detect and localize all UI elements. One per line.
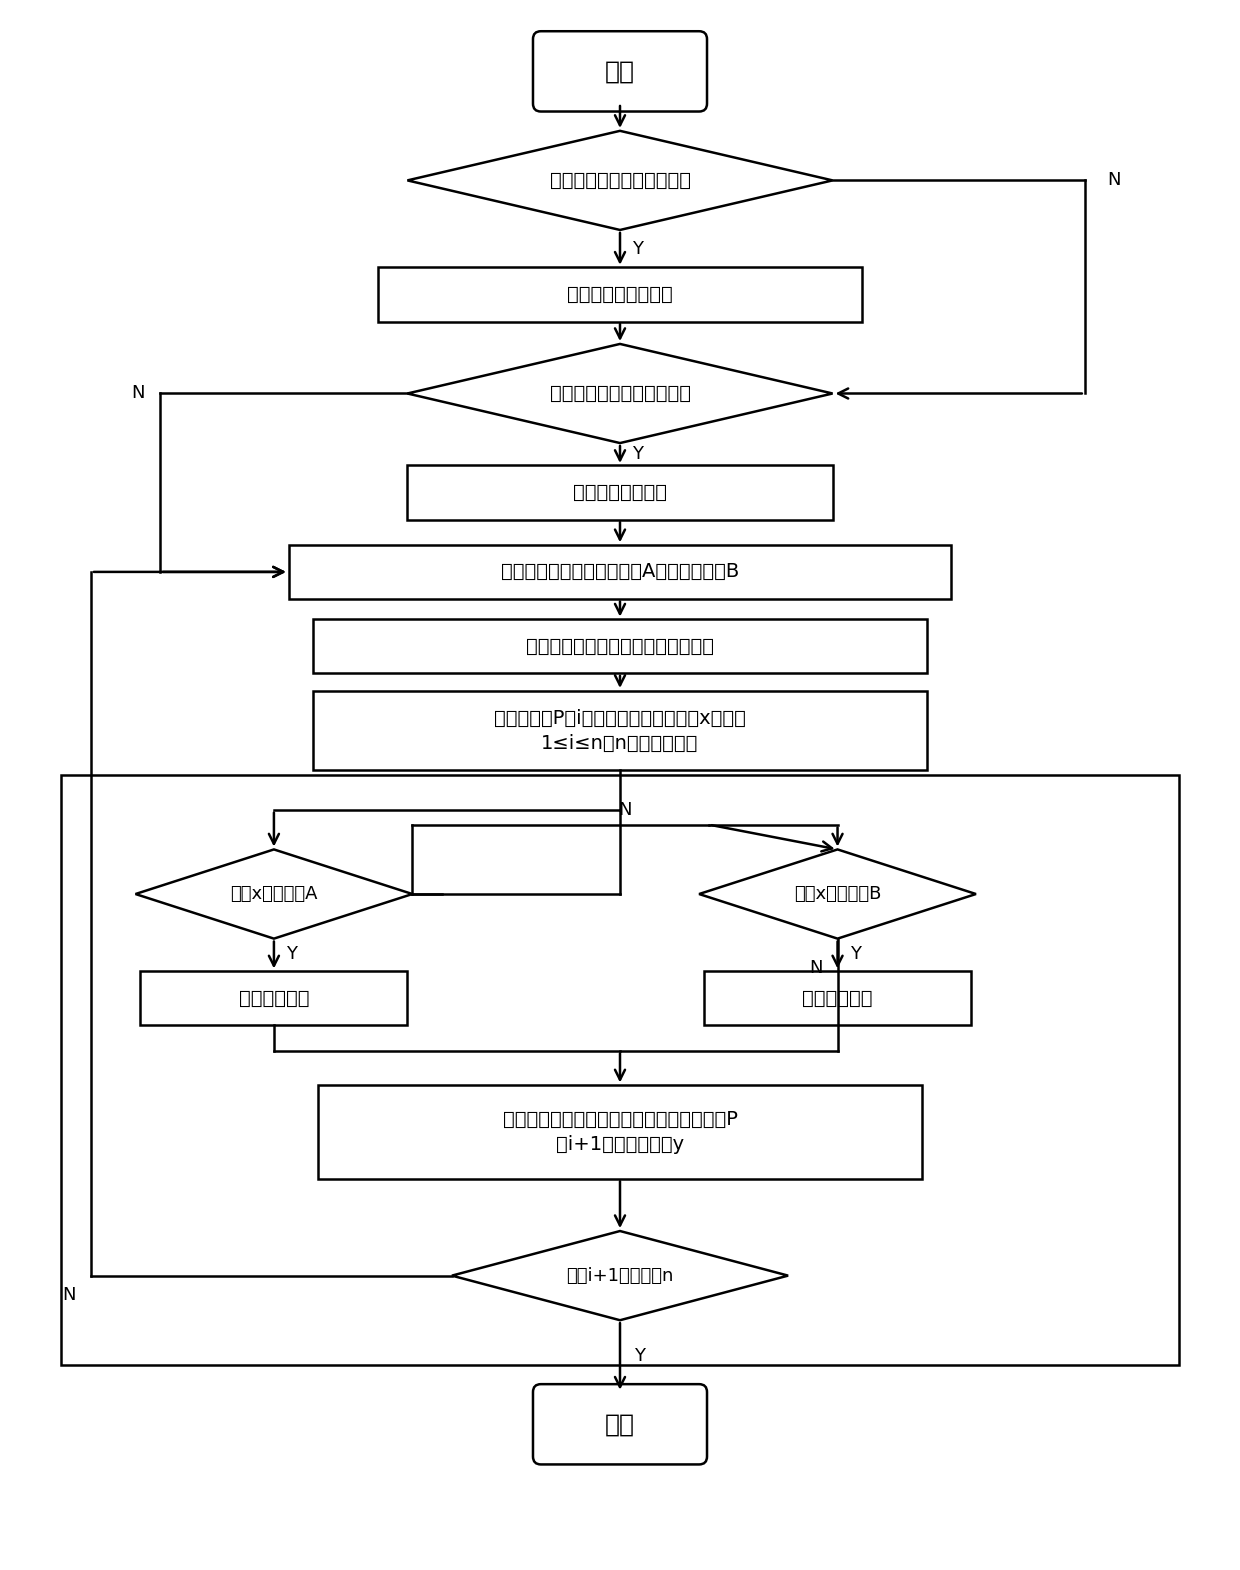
Text: Y: Y	[635, 1347, 645, 1364]
Polygon shape	[408, 344, 832, 443]
Bar	[319, 1085, 921, 1179]
Text: Y: Y	[632, 240, 644, 257]
Polygon shape	[699, 849, 976, 939]
Text: 执行性能调度: 执行性能调度	[802, 989, 873, 1008]
Text: 结束: 结束	[605, 1413, 635, 1437]
Bar	[704, 970, 971, 1025]
Bar	[314, 691, 926, 771]
Text: N: N	[62, 1286, 76, 1305]
Text: 判断虚拟机是否有特殊需求: 判断虚拟机是否有特殊需求	[549, 171, 691, 190]
Bar	[408, 465, 832, 520]
Text: 执行节能调度: 执行节能调度	[238, 989, 309, 1008]
Text: N: N	[131, 385, 145, 402]
Text: N: N	[808, 959, 822, 978]
Bar	[378, 267, 862, 322]
Text: 判断x是否大于B: 判断x是否大于B	[794, 885, 882, 903]
Text: 判断x是否小于A: 判断x是否小于A	[231, 885, 317, 903]
Text: 标记成一个节点组: 标记成一个节点组	[573, 484, 667, 502]
Text: 重新采集各物理机的调度因素，获取某时刻P
（i+1）的调度因素y: 重新采集各物理机的调度因素，获取某时刻P （i+1）的调度因素y	[502, 1110, 738, 1154]
Text: N: N	[619, 801, 631, 820]
Text: 判断i+1是否大于n: 判断i+1是否大于n	[567, 1267, 673, 1284]
Text: 标记成一个虚拟机组: 标记成一个虚拟机组	[567, 284, 673, 305]
Polygon shape	[451, 1231, 789, 1320]
FancyBboxPatch shape	[533, 1385, 707, 1465]
Text: 判断物理机是否有特殊配置: 判断物理机是否有特殊配置	[549, 385, 691, 403]
Bar	[140, 970, 408, 1025]
Bar	[61, 776, 1179, 1364]
FancyBboxPatch shape	[533, 31, 707, 111]
Text: Y: Y	[849, 945, 861, 964]
Text: N: N	[1107, 171, 1121, 190]
Bar	[314, 619, 926, 674]
Polygon shape	[135, 849, 413, 939]
Bar	[289, 545, 951, 600]
Text: Y: Y	[286, 945, 298, 964]
Text: 定时采集各物理机各时刻的调度因素: 定时采集各物理机各时刻的调度因素	[526, 637, 714, 656]
Text: 某台物理机P（i）某时刻调度因素值为x，其中
1≤i≤n，n为物理机总数: 某台物理机P（i）某时刻调度因素值为x，其中 1≤i≤n，n为物理机总数	[494, 708, 746, 752]
Text: 设定调度因素的下限阈值为A和上限阈值为B: 设定调度因素的下限阈值为A和上限阈值为B	[501, 562, 739, 581]
Text: Y: Y	[632, 444, 644, 463]
Polygon shape	[408, 130, 832, 229]
Text: 开始: 开始	[605, 60, 635, 83]
